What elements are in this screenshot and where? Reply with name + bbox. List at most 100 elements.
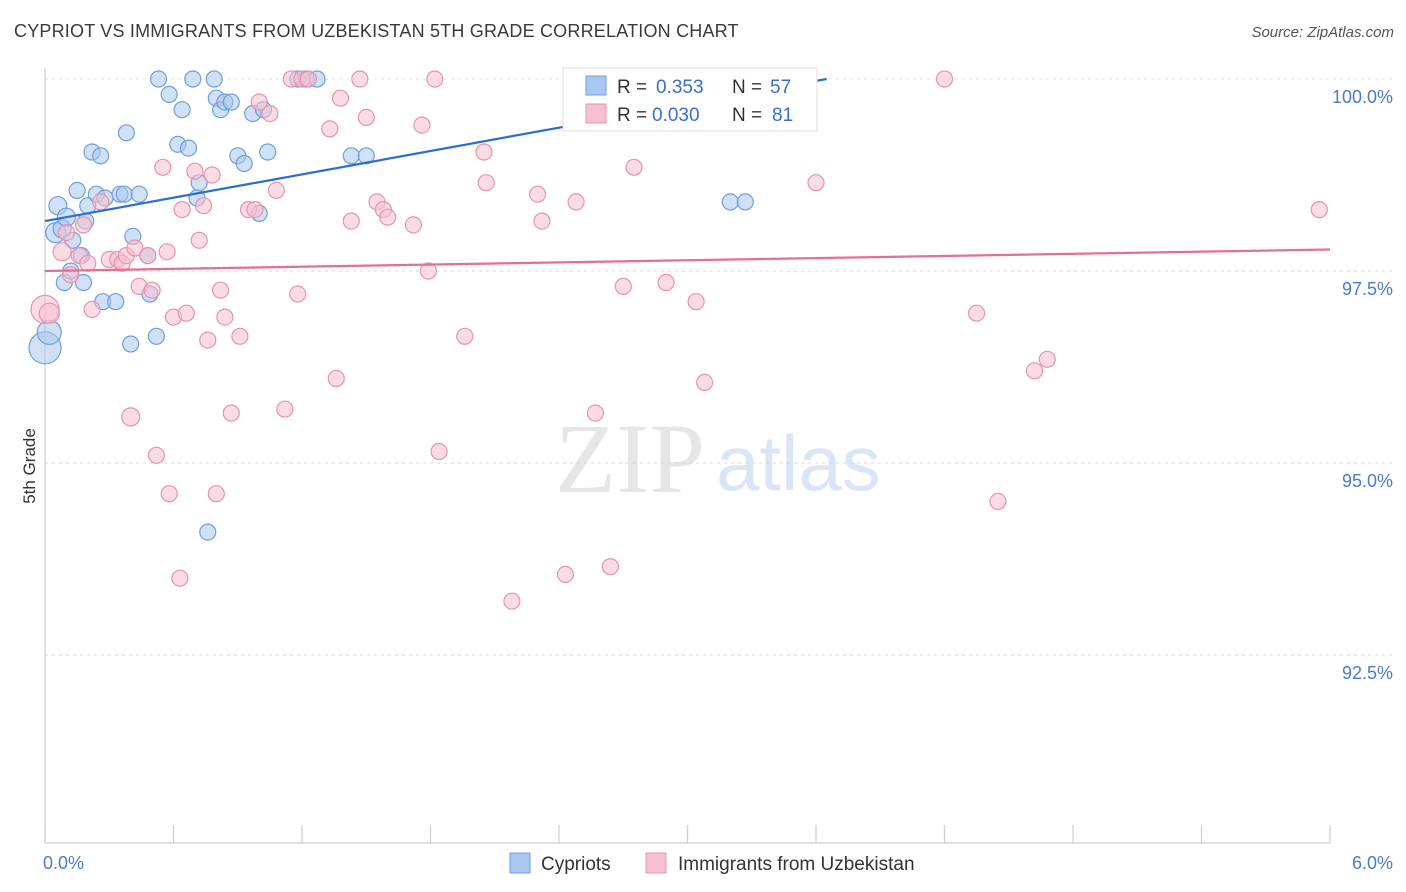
uzbekistan-point-75 — [687, 293, 705, 311]
uzbekistan-point-44 — [289, 285, 307, 303]
cypriots-point-37 — [199, 523, 217, 541]
uzbekistan-point-38 — [246, 201, 264, 219]
uzbekistan-point-17 — [139, 247, 157, 265]
uzbekistan-point-76 — [695, 373, 714, 391]
top-legend: R = 0.353 N = 57 R = 0.030 N = 81 — [562, 67, 818, 132]
y-tick-label-0: 100.0% — [1332, 87, 1393, 107]
uzbekistan-point-27 — [186, 162, 204, 180]
cypriots-point-25 — [130, 185, 148, 203]
bottom-legend-label-cypriots: Cypriots — [541, 854, 611, 875]
uzbekistan-point-8 — [83, 300, 101, 318]
cypriots-point-55 — [736, 193, 754, 211]
cypriots-point-28 — [147, 327, 165, 345]
y-tick-label-1: 97.5% — [1342, 279, 1393, 299]
cypriots-point-1 — [36, 319, 62, 345]
uzbekistan-point-2 — [52, 242, 72, 262]
uzbekistan-point-1 — [38, 302, 60, 324]
uzbekistan-point-41 — [267, 181, 285, 199]
cypriots-point-19 — [107, 293, 125, 311]
uzbekistan-point-71 — [601, 558, 620, 576]
cypriots-point-54 — [721, 193, 739, 211]
uzbekistan-point-21 — [158, 243, 176, 261]
uzbekistan-point-70 — [586, 404, 605, 422]
uzbekistan-point-15 — [126, 239, 144, 257]
uzbekistan-point-19 — [147, 446, 165, 464]
uzbekistan-point-62 — [475, 143, 493, 161]
uzbekistan-point-56 — [404, 216, 422, 234]
cypriots-point-9 — [68, 181, 86, 199]
bottom-legend: Cypriots Immigrants from Uzbekistan — [509, 852, 915, 875]
uzbekistan-point-73 — [625, 158, 643, 176]
uzbekistan-point-80 — [967, 304, 986, 322]
uzbekistan-point-9 — [92, 193, 110, 211]
cypriots-point-53 — [357, 147, 375, 165]
uzbekistan-point-33 — [212, 281, 230, 299]
uzbekistan-point-78 — [807, 174, 825, 192]
uzbekistan-point-22 — [160, 485, 178, 503]
cypriots-point-33 — [179, 139, 198, 157]
uzbekistan-point-65 — [528, 185, 547, 203]
uzbekistan-point-35 — [222, 404, 240, 422]
uzbekistan-point-57 — [413, 116, 431, 134]
bottom-legend-swatch-uzbekistan[interactable] — [645, 852, 667, 874]
watermark-zip: ZIP — [555, 403, 705, 514]
uzbekistan-point-59 — [426, 70, 444, 88]
x-tick-label-max: 6.0% — [1352, 853, 1393, 873]
uzbekistan-point-74 — [657, 273, 675, 292]
cypriots-point-32 — [173, 101, 191, 119]
points-layer — [28, 70, 1328, 610]
uzbekistan-point-14 — [121, 407, 141, 427]
uzbekistan-point-67 — [556, 565, 575, 584]
uzbekistan-point-58 — [419, 262, 437, 280]
bottom-legend-label-uzbekistan: Immigrants from Uzbekistan — [678, 854, 915, 875]
legend-n-value-2: 81 — [772, 105, 793, 126]
uzbekistan-point-40 — [261, 104, 279, 123]
cypriots-point-52 — [342, 147, 360, 165]
uzbekistan-point-48 — [327, 369, 345, 388]
chart-title: CYPRIOT VS IMMIGRANTS FROM UZBEKISTAN 5T… — [14, 21, 739, 41]
y-axis-label: 5th Grade — [20, 428, 39, 504]
uzbekistan-point-7 — [79, 254, 97, 272]
legend-n-label-2: N = — [732, 105, 762, 126]
uzbekistan-point-20 — [154, 158, 172, 176]
cypriots-point-38 — [205, 70, 223, 88]
cypriots-point-11 — [74, 273, 93, 292]
uzbekistan-point-31 — [203, 166, 221, 184]
uzbekistan-point-82 — [1025, 362, 1044, 380]
uzbekistan-point-60 — [430, 442, 448, 461]
cypriots-point-44 — [235, 154, 253, 173]
uzbekistan-point-66 — [533, 212, 551, 230]
uzbekistan-point-68 — [567, 193, 585, 211]
legend-r-label-1: R = — [617, 77, 647, 98]
uzbekistan-point-47 — [321, 120, 339, 138]
bottom-legend-swatch-cypriots[interactable] — [509, 852, 531, 874]
cypriots-point-16 — [92, 147, 110, 165]
uzbekistan-point-34 — [216, 308, 234, 326]
legend-r-label-2: R = — [617, 105, 647, 126]
watermark-atlas: atlas — [716, 419, 881, 507]
uzbekistan-point-52 — [357, 108, 375, 127]
legend-r-value-1: 0.353 — [656, 77, 704, 98]
axis-layer: 100.0% 97.5% 95.0% 92.5% — [44, 68, 1393, 844]
cypriots-point-29 — [149, 70, 168, 88]
uzbekistan-point-49 — [331, 89, 350, 107]
y-tick-label-3: 92.5% — [1342, 663, 1393, 683]
uzbekistan-point-32 — [207, 485, 225, 503]
uzbekistan-point-55 — [379, 208, 397, 226]
uzbekistan-point-3 — [57, 224, 76, 242]
y-tick-label-2: 95.0% — [1342, 471, 1393, 491]
cypriots-point-21 — [115, 185, 133, 203]
uzbekistan-point-36 — [231, 327, 249, 345]
cypriots-point-23 — [122, 335, 140, 353]
uzbekistan-point-51 — [351, 70, 369, 88]
uzbekistan-point-29 — [194, 197, 213, 215]
cypriots-point-34 — [184, 70, 202, 88]
uzbekistan-point-81 — [989, 492, 1007, 510]
uzbekistan-trend-line — [44, 248, 1331, 273]
cypriots-point-42 — [222, 93, 240, 111]
source-label: Source: ZipAtlas.com — [1251, 24, 1394, 41]
legend-swatch-cypriots — [585, 75, 607, 96]
uzbekistan-point-79 — [935, 70, 954, 88]
legend-swatch-uzbekistan — [585, 103, 607, 124]
